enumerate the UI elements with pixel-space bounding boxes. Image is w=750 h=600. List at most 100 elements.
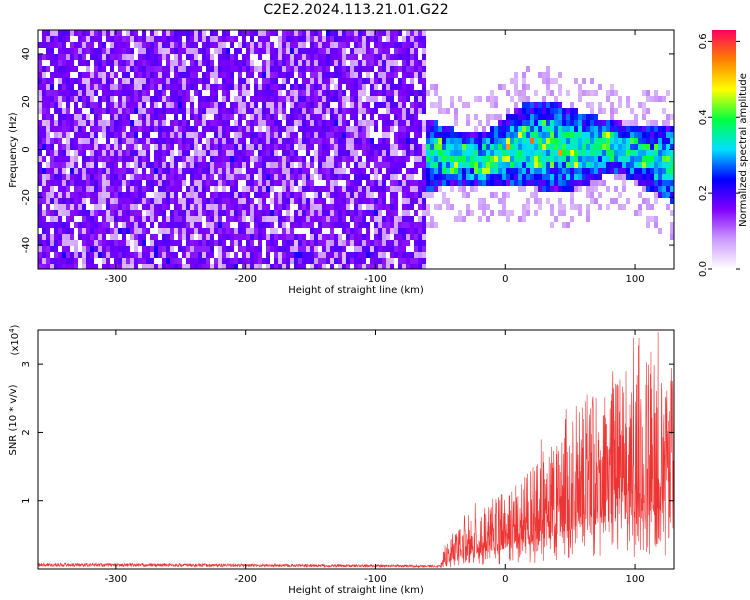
heatmap-cell bbox=[282, 252, 286, 258]
heatmap-cell bbox=[278, 198, 282, 204]
heatmap-cell bbox=[510, 120, 514, 126]
heatmap-cell bbox=[394, 132, 398, 138]
heatmap-cell bbox=[110, 30, 114, 36]
heatmap-cell bbox=[166, 204, 170, 210]
heatmap-cell bbox=[198, 240, 202, 246]
heatmap-cell bbox=[550, 156, 554, 162]
heatmap-cell bbox=[190, 36, 194, 42]
heatmap-cell bbox=[290, 120, 294, 126]
heatmap-cell bbox=[250, 102, 254, 108]
heatmap-cell bbox=[646, 162, 650, 168]
heatmap-cell bbox=[350, 132, 354, 138]
heatmap-cell bbox=[554, 174, 558, 180]
heatmap-cell bbox=[186, 234, 190, 240]
heatmap-cell bbox=[606, 96, 610, 102]
heatmap-cell bbox=[310, 156, 314, 162]
heatmap-cell bbox=[74, 132, 78, 138]
heatmap-cell bbox=[446, 126, 450, 132]
heatmap-cell bbox=[222, 144, 226, 150]
heatmap-cell bbox=[238, 114, 242, 120]
heatmap-cell bbox=[310, 198, 314, 204]
heatmap-cell bbox=[190, 204, 194, 210]
heatmap-cell bbox=[190, 156, 194, 162]
heatmap-cell bbox=[190, 66, 194, 72]
heatmap-cell bbox=[270, 54, 274, 60]
heatmap-cell bbox=[206, 216, 210, 222]
heatmap-cell bbox=[362, 144, 366, 150]
heatmap-cell bbox=[514, 168, 518, 174]
heatmap-cell bbox=[422, 54, 426, 60]
heatmap-cell bbox=[270, 168, 274, 174]
heatmap-cell bbox=[578, 144, 582, 150]
heatmap-cell bbox=[650, 180, 654, 186]
heatmap-cell bbox=[262, 96, 266, 102]
heatmap-cell bbox=[98, 126, 102, 132]
heatmap-cell bbox=[330, 108, 334, 114]
heatmap-cell bbox=[58, 42, 62, 48]
heatmap-cell bbox=[510, 78, 514, 84]
heatmap-cell bbox=[322, 264, 326, 269]
heatmap-cell bbox=[158, 114, 162, 120]
heatmap-cell bbox=[278, 216, 282, 222]
heatmap-cell bbox=[362, 30, 366, 36]
heatmap-cell bbox=[566, 156, 570, 162]
heatmap-cell bbox=[354, 42, 358, 48]
heatmap-cell bbox=[106, 138, 110, 144]
heatmap-cell bbox=[42, 72, 46, 78]
heatmap-cell bbox=[474, 126, 478, 132]
heatmap-cell bbox=[322, 204, 326, 210]
heatmap-cell bbox=[234, 54, 238, 60]
heatmap-cell bbox=[414, 144, 418, 150]
heatmap-cell bbox=[466, 150, 470, 156]
heatmap-cell bbox=[306, 168, 310, 174]
colorbar: 0.00.20.40.6 Normalized spectral amplitu… bbox=[698, 30, 749, 277]
heatmap-cell bbox=[302, 186, 306, 192]
heatmap-cell bbox=[362, 48, 366, 54]
heatmap-cell bbox=[410, 186, 414, 192]
heatmap-cell bbox=[46, 108, 50, 114]
heatmap-cell bbox=[654, 126, 658, 132]
heatmap-cell bbox=[238, 96, 242, 102]
heatmap-cell bbox=[214, 90, 218, 96]
heatmap-cell bbox=[554, 108, 558, 114]
heatmap-cell bbox=[206, 168, 210, 174]
heatmap-cell bbox=[250, 264, 254, 269]
heatmap-cell bbox=[62, 240, 66, 246]
heatmap-cell bbox=[390, 126, 394, 132]
heatmap-cell bbox=[66, 108, 70, 114]
heatmap-cell bbox=[534, 150, 538, 156]
heatmap-cell bbox=[326, 150, 330, 156]
heatmap-cell bbox=[366, 30, 370, 36]
heatmap-cell bbox=[378, 168, 382, 174]
heatmap-cell bbox=[158, 246, 162, 252]
heatmap-cell bbox=[414, 234, 418, 240]
heatmap-cell bbox=[150, 252, 154, 258]
heatmap-cell bbox=[86, 132, 90, 138]
heatmap-cell bbox=[358, 198, 362, 204]
heatmap-cell bbox=[190, 54, 194, 60]
heatmap-cell bbox=[378, 192, 382, 198]
heatmap-cell bbox=[354, 72, 358, 78]
heatmap-cell bbox=[202, 174, 206, 180]
heatmap-cell bbox=[118, 186, 122, 192]
heatmap-cell bbox=[570, 120, 574, 126]
heatmap-cell bbox=[70, 120, 74, 126]
snr-series-path bbox=[38, 331, 674, 569]
heatmap-cell bbox=[390, 198, 394, 204]
heatmap-cell bbox=[178, 120, 182, 126]
heatmap-cell bbox=[42, 126, 46, 132]
heatmap-cell bbox=[422, 234, 426, 240]
heatmap-cell bbox=[142, 168, 146, 174]
heatmap-cell bbox=[514, 114, 518, 120]
heatmap-cell bbox=[38, 66, 42, 72]
heatmap-cell bbox=[410, 192, 414, 198]
heatmap-cell bbox=[250, 240, 254, 246]
heatmap-cell bbox=[286, 174, 290, 180]
heatmap-cell bbox=[570, 168, 574, 174]
heatmap-cell bbox=[306, 138, 310, 144]
heatmap-cell bbox=[318, 222, 322, 228]
heatmap-cell bbox=[294, 30, 298, 36]
heatmap-cell bbox=[258, 210, 262, 216]
heatmap-cell bbox=[338, 162, 342, 168]
heatmap-cell bbox=[66, 252, 70, 258]
